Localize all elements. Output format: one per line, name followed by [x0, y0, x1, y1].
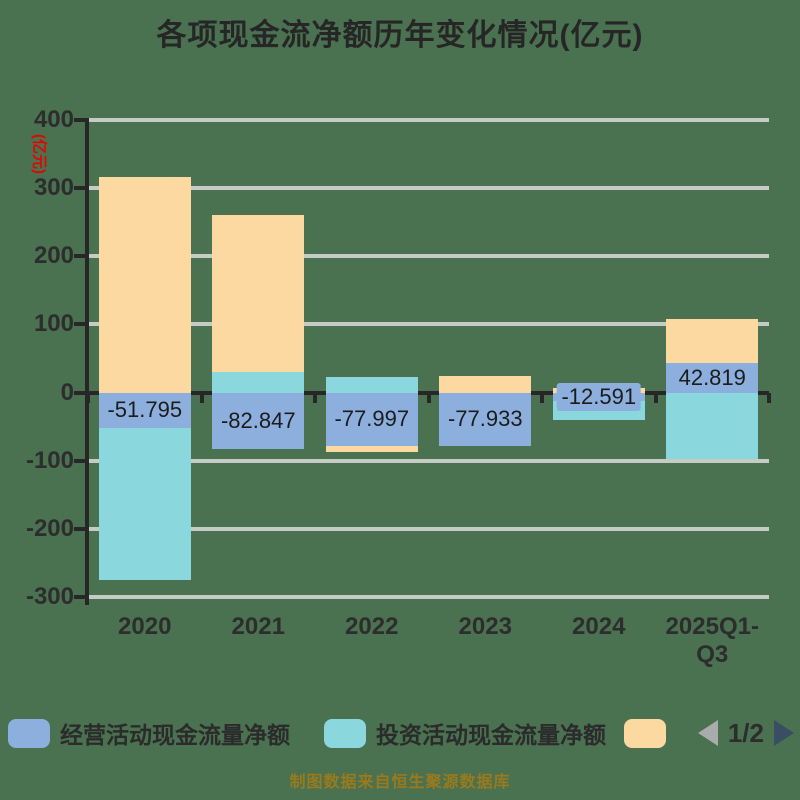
gridline [88, 186, 769, 191]
gridline [88, 595, 769, 599]
y-tick [74, 118, 85, 122]
y-axis-unit-label: (亿元) [30, 134, 48, 174]
y-tick-label: 300 [33, 174, 74, 202]
bar-segment [212, 372, 305, 393]
y-tick-label: -200 [25, 514, 74, 542]
bar-segment [666, 319, 759, 364]
x-category-label: 2023 [458, 613, 512, 640]
y-axis-line [85, 118, 89, 605]
legend-page-indicator: 1/2 [727, 717, 764, 748]
legend-swatch [8, 718, 50, 748]
plot-area: -51.795 -82.847 -77.997 -77.933 -12.591 42.81… [86, 118, 771, 599]
y-tick [74, 458, 85, 463]
y-tick-label: -300 [25, 583, 74, 610]
bar-segment [439, 375, 532, 393]
y-tick-label: 400 [33, 106, 74, 133]
bar-value-label: -12.591 [556, 382, 642, 411]
y-tick-label: 100 [33, 310, 74, 338]
x-tick [426, 392, 431, 403]
y-tick [74, 254, 85, 259]
x-tick [767, 392, 771, 403]
x-category-label: 2020 [118, 613, 172, 640]
y-tick [74, 595, 85, 599]
legend-label: 经营活动现金流量净额 [60, 722, 290, 748]
bar-segment [212, 215, 305, 373]
legend-next-button right-triangle-icon[interactable] [774, 720, 794, 746]
y-tick [74, 322, 85, 327]
footer-credit: 制图数据来自恒生聚源数据库 [289, 774, 511, 791]
bar-value-label: -77.997 [329, 405, 415, 434]
y-tick-label: -100 [25, 446, 74, 474]
x-tick [313, 392, 317, 403]
gridline [88, 118, 769, 122]
gridline [88, 458, 769, 463]
bar-value-label: -82.847 [215, 406, 301, 435]
legend-item[interactable]: 投资活动现金流量净额 [324, 716, 606, 750]
bar-segment [98, 427, 191, 580]
x-tick [653, 392, 658, 403]
legend-label: 投资活动现金流量净额 [376, 722, 606, 748]
legend-swatch [624, 718, 666, 748]
legend-pagination: 1/2 [697, 717, 794, 749]
gridline [88, 254, 769, 259]
bar-segment [98, 177, 191, 393]
x-category-label: 2021 [231, 613, 285, 640]
y-tick [74, 186, 85, 191]
y-tick [74, 526, 85, 531]
bar-segment [325, 376, 418, 393]
bar-segment [325, 445, 418, 452]
bar-segment [666, 392, 759, 460]
gridline [88, 526, 769, 531]
legend-swatch [324, 718, 366, 748]
legend-prev-button left-triangle-icon[interactable] [697, 720, 718, 746]
legend-item[interactable] [624, 718, 666, 748]
x-category-label: 2025Q1-Q3 [665, 613, 759, 668]
x-tick [540, 392, 544, 403]
x-category-label: 2024 [572, 613, 626, 640]
bar-value-label: -51.795 [102, 396, 188, 425]
y-tick [74, 390, 85, 395]
gridline [88, 322, 769, 327]
legend-item[interactable]: 经营活动现金流量净额 [8, 716, 290, 750]
legend: 经营活动现金流量净额 投资活动现金流量净额 1/2 [0, 716, 800, 750]
chart-title: 各项现金流净额历年变化情况(亿元) [156, 19, 644, 52]
bar-value-label: -77.933 [442, 405, 528, 434]
bar-value-label: 42.819 [673, 363, 751, 392]
x-category-label: 2022 [345, 613, 399, 640]
x-tick [199, 392, 204, 403]
y-tick-label: 0 [60, 378, 74, 406]
y-tick-label: 200 [33, 242, 74, 270]
